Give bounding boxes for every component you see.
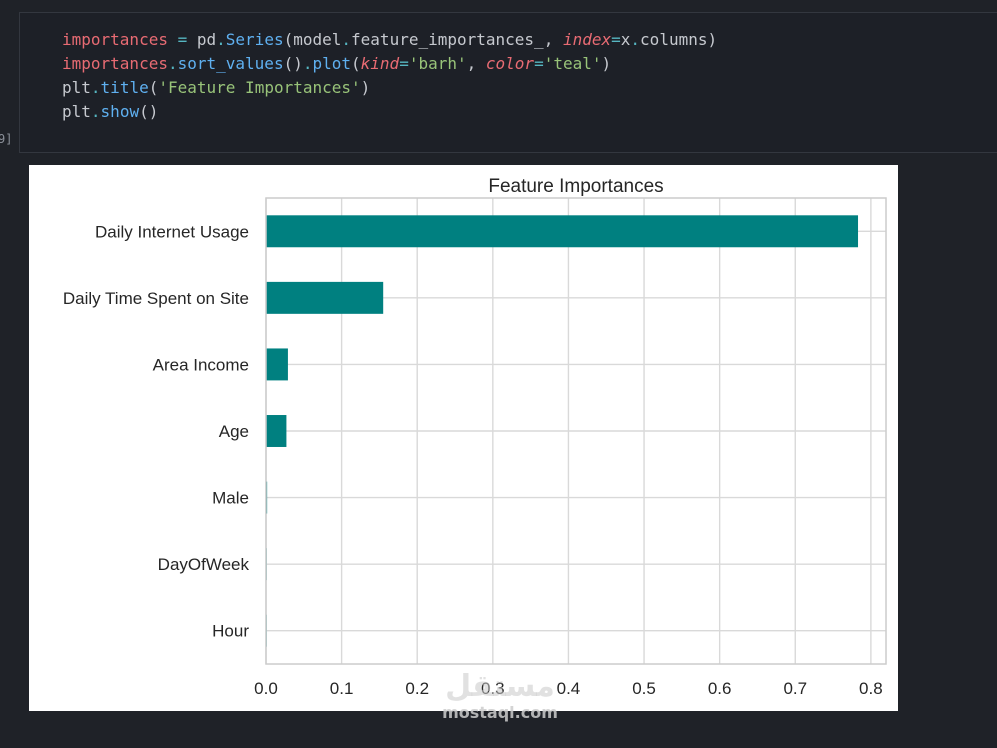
code-token: importances: [62, 30, 168, 49]
x-tick-label: 0.3: [481, 679, 505, 698]
x-tick-label: 0.2: [405, 679, 429, 698]
code-token: ): [601, 54, 612, 73]
bar: [266, 281, 384, 314]
watermark: مستقل mostaql.com: [435, 670, 565, 722]
code-token: index: [562, 30, 612, 49]
code-token: plt: [62, 102, 91, 121]
code-token: (: [351, 54, 361, 73]
code-token: 'teal': [543, 54, 602, 73]
chart-title: Feature Importances: [488, 176, 663, 197]
code-token: (: [148, 78, 159, 97]
y-tick-label: DayOfWeek: [158, 555, 250, 574]
x-tick-label: 0.7: [783, 679, 807, 698]
y-tick-label: Area Income: [153, 355, 249, 374]
code-token: =: [399, 54, 409, 73]
y-tick-label: Daily Time Spent on Site: [63, 289, 249, 308]
code-token: 'Feature Importances': [158, 78, 361, 97]
code-token: .: [630, 30, 641, 49]
chart-background: [29, 165, 898, 711]
code-token: x: [620, 30, 631, 49]
code-token: ): [360, 78, 371, 97]
code-token: =: [167, 30, 197, 49]
plot-frame: [265, 197, 887, 665]
code-token: plt: [62, 78, 91, 97]
watermark-site: mostaql.com: [442, 703, 558, 722]
code-token: .: [90, 102, 101, 121]
bar: [266, 348, 288, 381]
x-tick-label: 0.1: [330, 679, 354, 698]
code-token: plot: [312, 54, 352, 73]
cell-output: Daily Internet Usage Daily Time Spent on …: [29, 165, 898, 711]
code-token: ,: [543, 30, 563, 49]
execution-count: 9]: [0, 132, 13, 146]
code-token: ): [707, 30, 718, 49]
y-tick-label: Age: [219, 422, 249, 441]
code-token: importances: [62, 54, 168, 73]
code-token: Series: [225, 30, 284, 49]
code-cell[interactable]: importances = pd.Series(model.feature_im…: [19, 12, 997, 153]
code-line: importances.sort_values().plot(kind='bar…: [62, 52, 717, 76]
bar: [266, 415, 287, 447]
y-tick-label: Hour: [212, 622, 249, 641]
code-token: .: [341, 30, 352, 49]
code-line: plt.title('Feature Importances'): [62, 76, 717, 100]
y-tick-label: Daily Internet Usage: [95, 222, 249, 241]
x-tick-label: 0.5: [632, 679, 656, 698]
code-token: .: [216, 30, 226, 49]
x-tick-label: 0.4: [557, 679, 581, 698]
code-token: (): [139, 102, 159, 121]
code-editor[interactable]: importances = pd.Series(model.feature_im…: [62, 28, 717, 124]
code-line: plt.show(): [62, 100, 717, 124]
code-token: =: [534, 54, 544, 73]
code-token: title: [100, 78, 149, 97]
code-token: ,: [466, 54, 486, 73]
code-token: kind: [360, 54, 400, 73]
feature-importance-chart: Daily Internet Usage Daily Time Spent on …: [29, 165, 898, 711]
x-tick-label: 0.8: [859, 679, 883, 698]
y-tick-label: Male: [212, 489, 249, 508]
code-token: pd: [196, 30, 217, 49]
code-token: .: [167, 54, 178, 73]
x-tick-label: 0.0: [254, 679, 278, 698]
watermark-logo: مستقل: [445, 669, 555, 704]
code-token: =: [611, 30, 621, 49]
code-token: (: [283, 30, 294, 49]
code-token: .: [90, 78, 101, 97]
code-token: feature_importances_: [351, 30, 544, 49]
code-line: importances = pd.Series(model.feature_im…: [62, 28, 717, 52]
code-token: columns: [640, 30, 708, 49]
code-token: sort_values: [177, 54, 284, 73]
code-token: color: [485, 54, 535, 73]
code-token: 'barh': [408, 54, 467, 73]
bar: [266, 215, 859, 248]
x-tick-label: 0.6: [708, 679, 732, 698]
code-token: (): [283, 54, 303, 73]
code-token: show: [100, 102, 140, 121]
code-token: model: [293, 30, 342, 49]
code-token: .: [302, 54, 313, 73]
